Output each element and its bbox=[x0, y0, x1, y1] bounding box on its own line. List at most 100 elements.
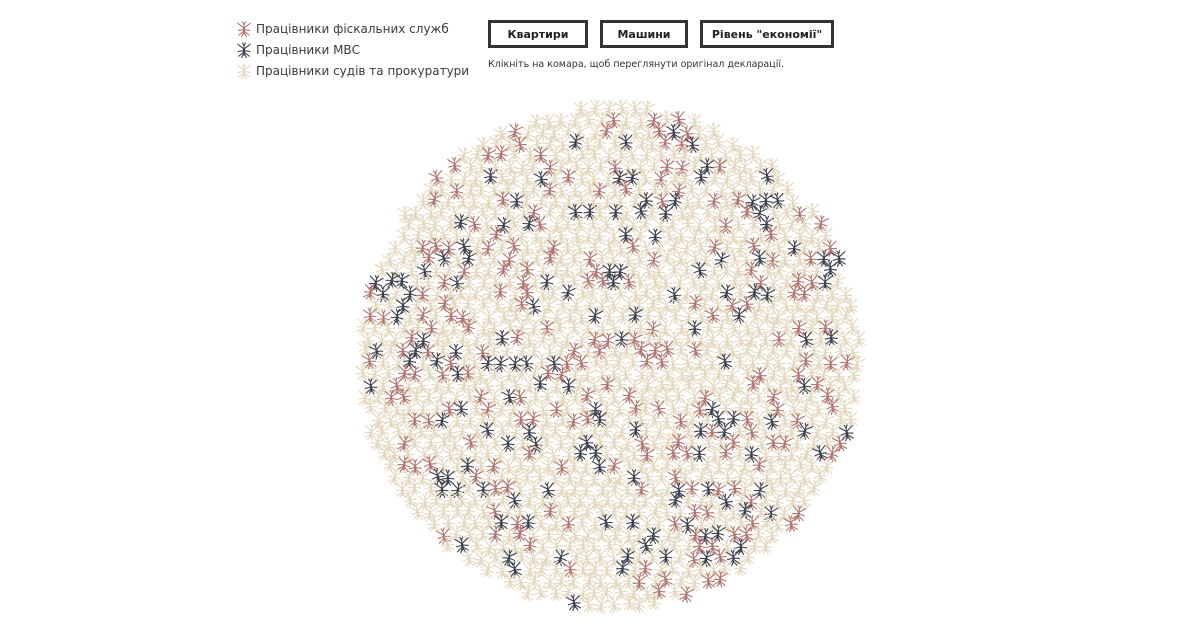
mosquito-courts[interactable] bbox=[641, 306, 656, 324]
mosquito-courts[interactable] bbox=[634, 133, 651, 151]
mosquito-fiscal[interactable] bbox=[670, 110, 687, 128]
mosquito-courts[interactable] bbox=[786, 400, 802, 418]
mosquito-courts[interactable] bbox=[728, 271, 743, 289]
mosquito-mvs[interactable] bbox=[384, 271, 401, 289]
mosquito-mvs[interactable] bbox=[560, 284, 577, 302]
mosquito-courts[interactable] bbox=[441, 260, 458, 279]
mosquito-courts[interactable] bbox=[659, 110, 674, 128]
mosquito-courts[interactable] bbox=[712, 458, 727, 476]
mosquito-courts[interactable] bbox=[434, 202, 450, 220]
mosquito-courts[interactable] bbox=[572, 214, 587, 232]
mosquito-courts[interactable] bbox=[687, 113, 702, 131]
mosquito-courts[interactable] bbox=[648, 180, 663, 198]
mosquito-mvs[interactable] bbox=[606, 273, 621, 291]
mosquito-courts[interactable] bbox=[718, 148, 733, 165]
mosquito-courts[interactable] bbox=[633, 113, 648, 131]
mosquito-fiscal[interactable] bbox=[422, 248, 437, 266]
mosquito-fiscal[interactable] bbox=[803, 274, 820, 292]
mosquito-courts[interactable] bbox=[593, 596, 610, 614]
mosquito-courts[interactable] bbox=[666, 144, 681, 162]
mosquito-courts[interactable] bbox=[549, 217, 564, 235]
mosquito-courts[interactable] bbox=[611, 401, 627, 419]
mosquito-courts[interactable] bbox=[560, 215, 576, 233]
mosquito-courts[interactable] bbox=[542, 202, 559, 220]
mosquito-courts[interactable] bbox=[423, 180, 439, 198]
mosquito-courts[interactable] bbox=[632, 226, 648, 244]
mosquito-courts[interactable] bbox=[613, 192, 628, 210]
mosquito-courts[interactable] bbox=[673, 227, 688, 245]
mosquito-courts[interactable] bbox=[549, 261, 564, 279]
mosquito-courts[interactable] bbox=[595, 525, 610, 543]
mosquito-courts[interactable] bbox=[461, 294, 476, 312]
mosquito-fiscal[interactable] bbox=[658, 133, 673, 151]
mosquito-courts[interactable] bbox=[745, 144, 760, 162]
mosquito-courts[interactable] bbox=[443, 285, 458, 303]
mosquito-courts[interactable] bbox=[479, 216, 495, 234]
mosquito-courts[interactable] bbox=[423, 204, 438, 222]
mosquito-courts[interactable] bbox=[581, 180, 598, 198]
mosquito-fiscal[interactable] bbox=[638, 559, 653, 577]
mosquito-courts[interactable] bbox=[495, 539, 511, 557]
mosquito-mvs[interactable] bbox=[553, 549, 570, 567]
mosquito-courts[interactable] bbox=[605, 295, 621, 313]
mosquito-courts[interactable] bbox=[692, 124, 707, 142]
mosquito-courts[interactable] bbox=[407, 248, 424, 266]
mosquito-courts[interactable] bbox=[612, 283, 629, 301]
mosquito-courts[interactable] bbox=[644, 136, 659, 153]
mosquito-courts[interactable] bbox=[584, 282, 601, 301]
mosquito-courts[interactable] bbox=[764, 456, 779, 474]
mosquito-courts[interactable] bbox=[581, 159, 597, 177]
mosquito-courts[interactable] bbox=[677, 170, 694, 188]
mosquito-courts[interactable] bbox=[585, 214, 601, 232]
mosquito-fiscal[interactable] bbox=[707, 238, 724, 256]
mosquito-courts[interactable] bbox=[665, 214, 681, 232]
mosquito-mvs[interactable] bbox=[395, 297, 410, 315]
mosquito-courts[interactable] bbox=[501, 273, 517, 291]
mosquito-courts[interactable] bbox=[613, 145, 630, 163]
mosquito-courts[interactable] bbox=[754, 502, 769, 520]
mosquito-courts[interactable] bbox=[727, 156, 743, 174]
mosquito-courts[interactable] bbox=[645, 202, 661, 220]
mosquito-courts[interactable] bbox=[571, 239, 588, 257]
mosquito-courts[interactable] bbox=[588, 352, 603, 369]
mosquito-courts[interactable] bbox=[402, 213, 418, 232]
mosquito-courts[interactable] bbox=[779, 274, 794, 291]
mosquito-courts[interactable] bbox=[563, 536, 578, 554]
mosquito-mvs[interactable] bbox=[831, 250, 847, 267]
mosquito-courts[interactable] bbox=[707, 447, 722, 464]
mosquito-courts[interactable] bbox=[717, 560, 732, 577]
mosquito-fiscal[interactable] bbox=[599, 122, 615, 140]
mosquito-fiscal[interactable] bbox=[566, 413, 582, 431]
mosquito-courts[interactable] bbox=[585, 170, 601, 188]
mosquito-fiscal[interactable] bbox=[481, 240, 497, 257]
mosquito-fiscal[interactable] bbox=[583, 250, 598, 268]
mosquito-courts[interactable] bbox=[658, 179, 673, 197]
mosquito-mvs[interactable] bbox=[567, 203, 583, 221]
mosquito-courts[interactable] bbox=[499, 342, 516, 360]
mosquito-fiscal[interactable] bbox=[606, 111, 621, 129]
mosquito-courts[interactable] bbox=[688, 574, 703, 592]
mosquito-courts[interactable] bbox=[771, 260, 789, 278]
mosquito-courts[interactable] bbox=[784, 214, 801, 233]
mosquito-mvs[interactable] bbox=[540, 273, 555, 291]
mosquito-courts[interactable] bbox=[634, 366, 649, 384]
mosquito-courts[interactable] bbox=[719, 170, 736, 188]
mosquito-courts[interactable] bbox=[738, 180, 754, 198]
mosquito-courts[interactable] bbox=[733, 559, 748, 576]
mosquito-courts[interactable] bbox=[506, 171, 522, 189]
mosquito-fiscal[interactable] bbox=[685, 551, 701, 569]
mosquito-courts[interactable] bbox=[556, 203, 572, 221]
mosquito-courts[interactable] bbox=[698, 134, 713, 152]
mosquito-courts[interactable] bbox=[562, 447, 577, 464]
mosquito-courts[interactable] bbox=[474, 158, 489, 176]
mosquito-courts[interactable] bbox=[569, 297, 584, 314]
mosquito-courts[interactable] bbox=[851, 330, 867, 348]
mosquito-fiscal[interactable] bbox=[823, 355, 838, 373]
mosquito-courts[interactable] bbox=[677, 145, 694, 163]
mosquito-courts[interactable] bbox=[724, 203, 739, 221]
mosquito-courts[interactable] bbox=[449, 227, 464, 245]
mosquito-courts[interactable] bbox=[536, 307, 552, 325]
mosquito-courts[interactable] bbox=[789, 296, 805, 314]
mosquito-courts[interactable] bbox=[529, 249, 545, 267]
mosquito-courts[interactable] bbox=[420, 273, 435, 291]
